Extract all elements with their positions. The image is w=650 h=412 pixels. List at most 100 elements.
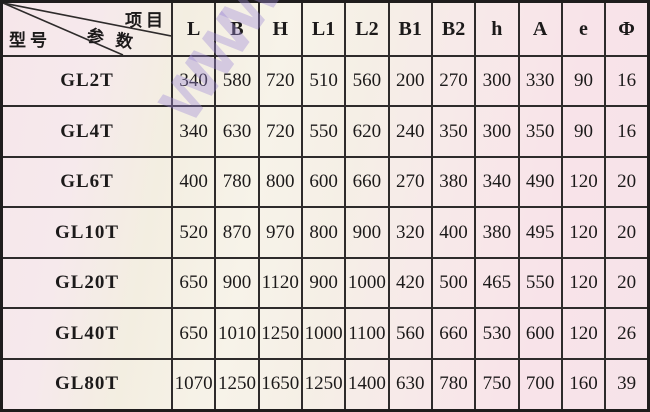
column-header-Φ: Φ xyxy=(604,0,650,57)
value-cell: 330 xyxy=(517,54,563,108)
value-cell: 380 xyxy=(474,206,520,259)
value-cell: 780 xyxy=(430,357,477,412)
value-cell: 500 xyxy=(430,256,477,310)
table-row-GL6T: GL6T 400 780 800 600 660 270 380 340 490 120 20 xyxy=(0,155,650,209)
value-cell: 630 xyxy=(387,357,433,412)
column-header-B1: B1 xyxy=(387,0,433,57)
value-cell: 1010 xyxy=(214,307,260,360)
value-cell: 120 xyxy=(560,206,607,259)
value-cell: 240 xyxy=(387,105,433,158)
model-cell: GL6T xyxy=(0,155,173,209)
value-cell: 660 xyxy=(430,307,477,360)
value-cell: 270 xyxy=(430,54,477,108)
model-cell: GL4T xyxy=(0,105,173,158)
value-cell: 1400 xyxy=(344,357,390,412)
value-cell: 900 xyxy=(300,256,347,310)
table-row-GL10T: GL10T 520 870 970 800 900 320 400 380 495 120 20 xyxy=(0,206,650,259)
value-cell: 400 xyxy=(170,155,217,209)
value-cell: 90 xyxy=(560,105,607,158)
value-cell: 660 xyxy=(344,155,390,209)
value-cell: 400 xyxy=(430,206,477,259)
value-cell: 510 xyxy=(300,54,347,108)
value-cell: 1650 xyxy=(257,357,303,412)
table-row-GL4T: GL4T 340 630 720 550 620 240 350 300 350 90 16 xyxy=(0,105,650,158)
value-cell: 120 xyxy=(560,155,607,209)
model-cell: GL20T xyxy=(0,256,173,310)
column-header-e: e xyxy=(560,0,607,57)
value-cell: 1120 xyxy=(257,256,303,310)
value-cell: 700 xyxy=(517,357,563,412)
value-cell: 800 xyxy=(300,206,347,259)
value-cell: 560 xyxy=(387,307,433,360)
value-cell: 490 xyxy=(517,155,563,209)
value-cell: 20 xyxy=(604,206,650,259)
value-cell: 380 xyxy=(430,155,477,209)
value-cell: 350 xyxy=(430,105,477,158)
value-cell: 20 xyxy=(604,155,650,209)
value-cell: 465 xyxy=(474,256,520,310)
value-cell: 1070 xyxy=(170,357,217,412)
value-cell: 800 xyxy=(257,155,303,209)
value-cell: 90 xyxy=(560,54,607,108)
value-cell: 1250 xyxy=(214,357,260,412)
value-cell: 1250 xyxy=(257,307,303,360)
model-cell: GL40T xyxy=(0,307,173,360)
value-cell: 495 xyxy=(517,206,563,259)
value-cell: 1000 xyxy=(344,256,390,310)
value-cell: 900 xyxy=(344,206,390,259)
column-header-A: A xyxy=(517,0,563,57)
value-cell: 650 xyxy=(170,256,217,310)
model-cell: GL80T xyxy=(0,357,173,412)
value-cell: 200 xyxy=(387,54,433,108)
value-cell: 26 xyxy=(604,307,650,360)
column-header-B: B xyxy=(214,0,260,57)
value-cell: 1100 xyxy=(344,307,390,360)
column-header-L: L xyxy=(170,0,217,57)
column-header-L2: L2 xyxy=(344,0,390,57)
value-cell: 160 xyxy=(560,357,607,412)
table-body: GL2T 340 580 720 510 560 200 270 300 330 90 16 GL4T 3… xyxy=(0,54,650,412)
corner-header-cell: 项目 参 数 型号 xyxy=(0,0,173,57)
model-cell: GL2T xyxy=(0,54,173,108)
column-header-L1: L1 xyxy=(300,0,347,57)
value-cell: 350 xyxy=(517,105,563,158)
value-cell: 620 xyxy=(344,105,390,158)
value-cell: 530 xyxy=(474,307,520,360)
column-header-h: h xyxy=(474,0,520,57)
value-cell: 750 xyxy=(474,357,520,412)
value-cell: 600 xyxy=(300,155,347,209)
column-header-H: H xyxy=(257,0,303,57)
value-cell: 300 xyxy=(474,105,520,158)
value-cell: 16 xyxy=(604,105,650,158)
table-row-GL40T: GL40T 650 1010 1250 1000 1100 560 660 530 600 120 2… xyxy=(0,307,650,360)
value-cell: 340 xyxy=(170,54,217,108)
value-cell: 420 xyxy=(387,256,433,310)
value-cell: 560 xyxy=(344,54,390,108)
model-cell: GL10T xyxy=(0,206,173,259)
table-row-GL2T: GL2T 340 580 720 510 560 200 270 300 330 90 16 xyxy=(0,54,650,108)
value-cell: 630 xyxy=(214,105,260,158)
value-cell: 300 xyxy=(474,54,520,108)
value-cell: 970 xyxy=(257,206,303,259)
value-cell: 580 xyxy=(214,54,260,108)
value-cell: 780 xyxy=(214,155,260,209)
diagonal-divider-lines xyxy=(3,3,171,55)
value-cell: 600 xyxy=(517,307,563,360)
value-cell: 1250 xyxy=(300,357,347,412)
value-cell: 340 xyxy=(170,105,217,158)
value-cell: 1000 xyxy=(300,307,347,360)
corner-label-item: 项目 xyxy=(125,11,167,30)
value-cell: 720 xyxy=(257,54,303,108)
value-cell: 120 xyxy=(560,307,607,360)
value-cell: 720 xyxy=(257,105,303,158)
table-row-GL80T: GL80T 1070 1250 1650 1250 1400 630 780 750 700 160… xyxy=(0,357,650,412)
corner-label-model: 型号 xyxy=(9,31,51,50)
value-cell: 20 xyxy=(604,256,650,310)
value-cell: 900 xyxy=(214,256,260,310)
value-cell: 16 xyxy=(604,54,650,108)
value-cell: 39 xyxy=(604,357,650,412)
